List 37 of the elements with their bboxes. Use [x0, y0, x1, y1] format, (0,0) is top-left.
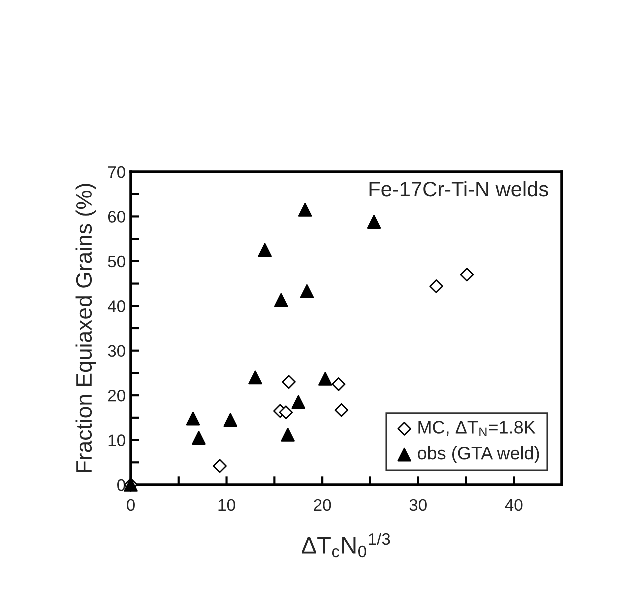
point — [281, 428, 295, 442]
x-tick-label: 40 — [505, 499, 523, 512]
legend-label: obs (GTA weld) — [418, 446, 540, 464]
point — [248, 370, 262, 385]
x-tick-label: 0 — [127, 499, 135, 512]
point — [460, 268, 474, 282]
y-tick-label: 40 — [108, 300, 126, 312]
y-tick-label: 10 — [108, 434, 126, 446]
x-tick-label: 20 — [314, 499, 332, 512]
y-tick-label: 0 — [118, 479, 126, 492]
annotation: Fe-17Cr-Ti-N welds — [370, 181, 548, 197]
legend-label: MC, ΔT$_{N}$=1.8K — [418, 421, 536, 437]
point — [300, 284, 314, 298]
point — [430, 280, 444, 294]
point — [224, 413, 238, 428]
point — [367, 215, 382, 229]
y-tick-label: 50 — [108, 256, 126, 268]
point — [192, 431, 206, 445]
point — [274, 293, 288, 308]
y-tick-label: 70 — [108, 166, 126, 178]
point — [279, 406, 294, 420]
point — [298, 203, 312, 217]
point — [282, 375, 296, 390]
y-tick-label: 30 — [108, 345, 126, 358]
y-tick-label: 60 — [108, 211, 126, 223]
x-tick-label: 10 — [218, 499, 236, 512]
point — [258, 243, 272, 258]
point — [213, 459, 227, 474]
point — [334, 403, 349, 418]
point — [292, 395, 306, 410]
x-axis-title: ΔT$_{c}$N$_{0}$$^{1/3}$ — [302, 532, 390, 558]
point — [186, 412, 200, 426]
point — [318, 372, 332, 386]
y-tick-label: 20 — [108, 390, 126, 402]
x-tick-label: 30 — [410, 499, 427, 512]
y-axis-title: Fraction Equiaxed Grains (%) — [76, 184, 96, 472]
point — [332, 377, 346, 392]
